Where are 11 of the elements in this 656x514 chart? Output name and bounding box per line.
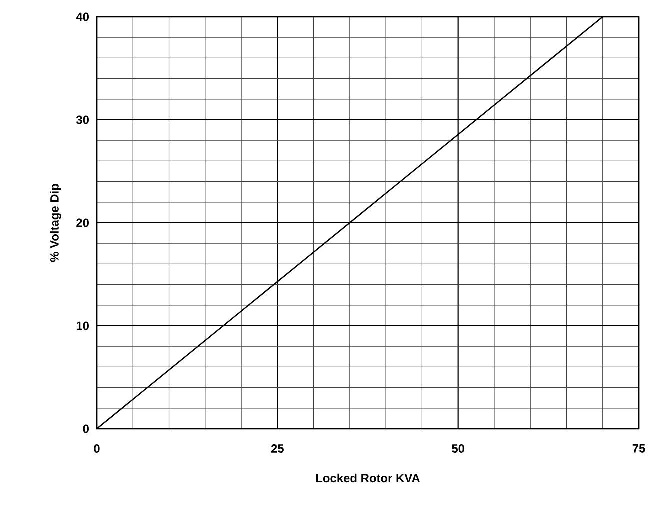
y-tick-label: 40	[76, 12, 89, 22]
x-tick-label: 50	[452, 444, 464, 453]
y-axis-title: % Voltage Dip	[50, 184, 62, 262]
y-tick-label: 20	[76, 218, 89, 228]
x-axis-title: Locked Rotor KVA	[316, 474, 420, 483]
x-tick-label: 0	[94, 444, 100, 453]
x-tick-label: 75	[632, 444, 646, 453]
y-tick-label: 10	[76, 322, 89, 330]
y-tick-label: 30	[76, 116, 89, 124]
y-tick-label: 0	[83, 424, 89, 434]
x-tick-label: 25	[271, 444, 284, 453]
